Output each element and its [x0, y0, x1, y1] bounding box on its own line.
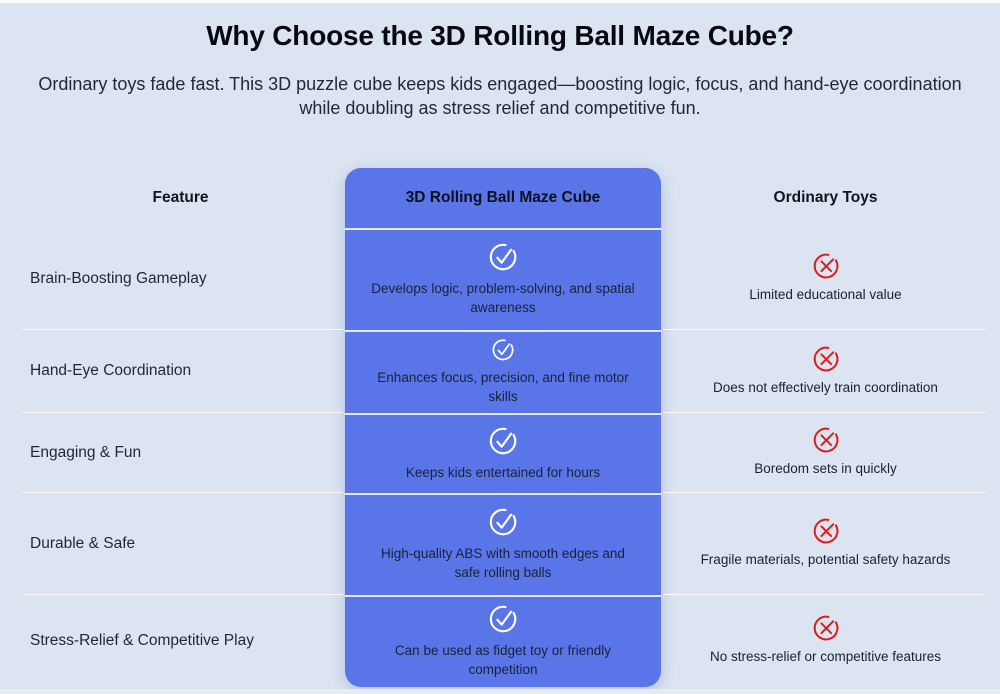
check-circle-icon: [489, 427, 517, 454]
check-circle-icon: [492, 338, 514, 360]
product-cell-text: Enhances focus, precision, and fine moto…: [377, 370, 629, 405]
product-cell-text: Keeps kids entertained for hours: [405, 464, 601, 480]
bottom-edge-strip: [0, 689, 1000, 694]
product-cell-text: Develops logic, problem-solving, and spa…: [371, 280, 635, 316]
ordinary-column: Ordinary Toys Limited educational value …: [661, 168, 1000, 687]
product-cell: Enhances focus, precision, and fine moto…: [345, 329, 661, 413]
ordinary-cell: Limited educational value: [661, 228, 1000, 330]
ordinary-cell: Does not effectively train coordination: [661, 330, 1000, 413]
hero-section: Why Choose the 3D Rolling Ball Maze Cube…: [0, 0, 1000, 121]
ordinary-cell-text: Boredom sets in quickly: [754, 461, 897, 477]
column-header-product: 3D Rolling Ball Maze Cube: [405, 188, 601, 206]
product-cell: Develops logic, problem-solving, and spa…: [345, 227, 661, 330]
feature-row-label: Brain-Boosting Gameplay: [0, 228, 345, 330]
ordinary-cell-text: No stress-relief or competitive features: [709, 649, 942, 665]
cross-circle-icon: [813, 615, 838, 641]
comparison-table: Feature Brain-Boosting Gameplay Hand-Eye…: [0, 167, 1000, 687]
product-cell-text: Can be used as fidget toy or friendly co…: [394, 642, 612, 678]
feature-row-label: Hand-Eye Coordination: [0, 330, 345, 413]
cross-circle-icon: [813, 518, 838, 544]
feature-row-label: Durable & Safe: [0, 493, 345, 595]
product-cell-text: High-quality ABS with smooth edges and s…: [381, 545, 625, 581]
check-circle-icon: [489, 243, 517, 271]
product-cell: Can be used as fidget toy or friendly co…: [345, 594, 661, 687]
page-title: Why Choose the 3D Rolling Ball Maze Cube…: [206, 20, 794, 51]
cross-circle-icon: [813, 427, 838, 453]
ordinary-cell: Fragile materials, potential safety haza…: [661, 493, 1000, 595]
column-header-feature: Feature: [152, 188, 209, 206]
product-cell: Keeps kids entertained for hours: [345, 412, 661, 493]
cross-circle-icon: [813, 346, 838, 372]
feature-row-label: Engaging & Fun: [0, 413, 345, 493]
top-edge-strip: [0, 0, 1000, 3]
check-circle-icon: [489, 508, 517, 536]
ordinary-cell-text: Fragile materials, potential safety haza…: [700, 552, 951, 568]
product-column-card: 3D Rolling Ball Maze Cube Develops logic…: [345, 167, 661, 687]
ordinary-cell-text: Does not effectively train coordination: [713, 379, 938, 395]
feature-row-label: Stress-Relief & Competitive Play: [30, 631, 254, 649]
ordinary-cell: No stress-relief or competitive features: [661, 595, 1000, 687]
product-cell: High-quality ABS with smooth edges and s…: [345, 492, 661, 595]
page-subtitle: Ordinary toys fade fast. This 3D puzzle …: [38, 74, 962, 119]
ordinary-cell: Boredom sets in quickly: [661, 413, 1000, 493]
feature-column: Feature Brain-Boosting Gameplay Hand-Eye…: [0, 168, 345, 687]
check-circle-icon: [489, 605, 517, 633]
column-header-ordinary: Ordinary Toys: [773, 188, 878, 206]
cross-circle-icon: [813, 253, 838, 279]
ordinary-cell-text: Limited educational value: [749, 287, 902, 303]
